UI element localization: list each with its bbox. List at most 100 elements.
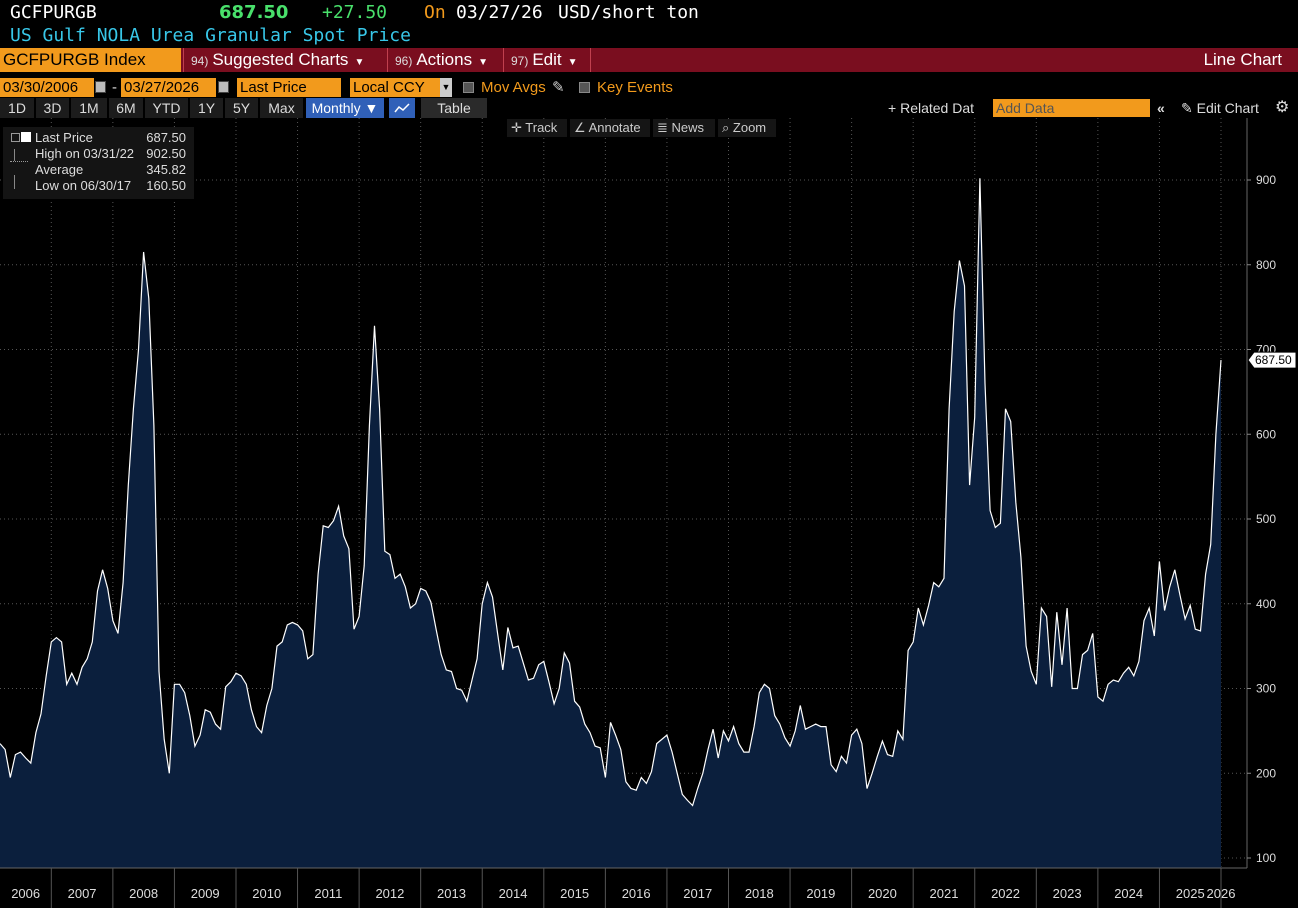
news-tool[interactable]: ≣ News [653,119,715,137]
collapse-legend-icon[interactable] [11,133,20,142]
related-data-label: Related Dat [900,100,975,116]
menu-label: Actions [416,50,473,69]
x-tick-label: 2011 [314,886,342,901]
magnifier-icon: ⌕ [722,120,733,135]
y-tick-label: 800 [1256,258,1276,272]
chart-controls: 03/30/2006 - 03/27/2026 Last Price Local… [0,78,1298,98]
collapse-icon[interactable]: « [1157,100,1165,116]
x-axis-band [0,868,1298,908]
y-tick-label: 300 [1256,682,1276,696]
key-events-checkbox[interactable] [579,82,590,93]
period-5y[interactable]: 5Y [225,98,258,118]
average-marker-icon [10,161,28,162]
y-tick-label: 500 [1256,512,1276,526]
menu-number: 94) [191,54,209,68]
pencil-icon: ✎ [1181,100,1197,116]
chart-type-label[interactable]: Line Chart [1203,50,1282,69]
plus-icon: + [888,100,901,116]
y-tick-label: 900 [1256,173,1276,187]
price-change: +27.50 [322,2,388,23]
legend-value: 345.82 [146,162,186,177]
function-toolbar: GCFPURGB Index 94) Suggested Charts ▼ 96) A… [0,48,1298,72]
y-tick-label: 200 [1256,766,1276,780]
mov-avgs-label[interactable]: Mov Avgs [481,79,546,96]
last-price: 687.50 [219,2,289,23]
high-marker-icon [14,149,23,161]
edit-menu[interactable]: 97) Edit ▼ [503,48,589,72]
x-tick-label: 2017 [683,886,712,901]
series-swatch [21,132,31,142]
x-tick-label: 2024 [1114,886,1143,901]
x-tick-label: 2025 [1176,886,1205,901]
menu-divider [590,48,591,72]
x-tick-label: 2015 [560,886,589,901]
legend: Last Price 687.50 High on 03/31/22 902.5… [3,127,194,199]
y-tick-label: 600 [1256,427,1276,441]
crosshair-icon: ✛ [511,120,526,135]
x-tick-label: 2013 [437,886,466,901]
x-tick-label: 2021 [930,886,959,901]
legend-value: 902.50 [146,146,186,161]
track-tool[interactable]: ✛ Track [507,119,567,137]
pencil-icon[interactable]: ✎ [552,79,565,96]
x-tick-label: 2009 [191,886,220,901]
x-tick-label: 2012 [375,886,404,901]
legend-value: 687.50 [146,130,186,145]
chevron-down-icon: ▼ [354,57,365,68]
related-data-button[interactable]: + Related Dat [888,98,974,118]
price-date: 03/27/26 [456,2,543,23]
news-icon: ≣ [657,120,672,135]
currency-selector[interactable]: Local CCY [350,78,440,97]
x-tick-label: 2016 [622,886,651,901]
chevron-down-icon: ▼ [567,57,578,68]
start-date-field[interactable]: 03/30/2006 [0,78,94,97]
security-header: GCFPURGB 687.50 +27.50 On 03/27/26 USD/s… [0,0,1298,25]
period-1d[interactable]: 1D [0,98,34,118]
frequency-label: Monthly [311,100,361,116]
add-data-input[interactable]: Add Data [993,99,1150,117]
chevron-down-icon: ▼ [364,100,379,116]
period-ytd[interactable]: YTD [145,98,188,118]
on-label: On [424,2,446,23]
menu-number: 97) [511,54,529,68]
end-date-field[interactable]: 03/27/2026 [121,78,216,97]
x-tick-label: 2006 [11,886,40,901]
period-1m[interactable]: 1M [71,98,107,118]
actions-menu[interactable]: 96) Actions ▼ [387,48,502,72]
table-button[interactable]: Table [421,98,487,118]
menu-number: 96) [395,54,413,68]
annotate-label: Annotate [588,120,641,135]
field-selector[interactable]: Last Price [237,78,341,97]
x-tick-label: 2023 [1053,886,1082,901]
calendar-icon[interactable] [95,81,106,93]
mov-avgs-checkbox[interactable] [463,82,474,93]
low-marker-icon [14,175,23,189]
news-label: News [671,120,705,135]
y-tick-label: 400 [1256,597,1276,611]
edit-chart-button[interactable]: ✎ Edit Chart [1181,98,1259,118]
last-value-label: 687.50 [1255,353,1292,367]
index-label[interactable]: GCFPURGB Index [0,48,181,72]
period-bar: 1D 3D 1M 6M YTD 1Y 5Y Max Monthly ▼ Tabl… [0,98,1298,118]
annotate-tool[interactable]: ∠ Annotate [570,119,650,137]
period-6m[interactable]: 6M [109,98,143,118]
legend-value: 160.50 [146,178,186,193]
suggested-charts-menu[interactable]: 94) Suggested Charts ▼ [183,48,386,72]
edit-chart-label: Edit Chart [1196,100,1259,116]
period-1y[interactable]: 1Y [190,98,223,118]
x-tick-label: 2008 [129,886,158,901]
period-3d[interactable]: 3D [36,98,69,118]
period-max[interactable]: Max [260,98,303,118]
zoom-tool[interactable]: ⌕ Zoom [718,119,776,137]
key-events-label[interactable]: Key Events [597,79,673,96]
x-tick-label: 2010 [252,886,281,901]
chevron-down-icon: ▼ [478,57,488,68]
menu-label: Edit [532,50,562,69]
line-chart-icon[interactable] [389,98,415,118]
calendar-icon[interactable] [218,81,229,93]
chevron-down-icon[interactable]: ▼ [440,78,452,97]
x-tick-label: 2020 [868,886,897,901]
gear-icon[interactable]: ⚙ [1275,99,1290,116]
frequency-selector[interactable]: Monthly ▼ [306,98,384,118]
